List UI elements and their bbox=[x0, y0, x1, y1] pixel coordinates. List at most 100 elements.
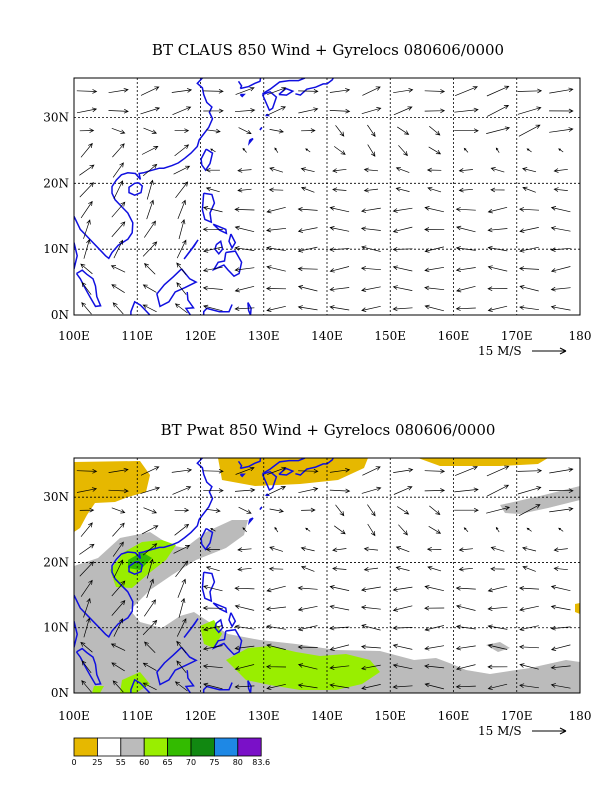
wind-vector bbox=[335, 504, 345, 517]
wind-vector bbox=[490, 566, 505, 572]
wind-vector bbox=[490, 167, 505, 173]
wind-vector bbox=[332, 566, 347, 571]
wind-vector bbox=[210, 148, 216, 153]
wind-vector bbox=[487, 265, 508, 272]
wind-vector bbox=[329, 305, 350, 311]
wind-vector bbox=[329, 247, 350, 252]
wind-vector bbox=[456, 285, 476, 293]
wind-vector bbox=[397, 126, 410, 135]
wind-vector bbox=[174, 144, 190, 157]
wind-vector bbox=[237, 187, 252, 193]
wind-vector bbox=[550, 305, 571, 311]
wind-vector bbox=[487, 585, 508, 593]
wind-vector bbox=[519, 285, 539, 292]
wind-vector bbox=[80, 641, 93, 653]
wind-vector bbox=[305, 527, 311, 532]
wind-vector bbox=[397, 506, 410, 515]
wind-vector bbox=[177, 578, 186, 598]
wind-vector bbox=[519, 644, 540, 650]
wind-vector bbox=[142, 619, 158, 636]
wind-vector bbox=[550, 683, 571, 689]
wind-vector bbox=[266, 265, 286, 272]
wind-vectors-2 bbox=[76, 465, 574, 693]
wind-vector bbox=[266, 585, 286, 593]
wind-vector bbox=[140, 486, 161, 494]
wind-vector bbox=[486, 465, 510, 477]
wind-vector bbox=[298, 88, 319, 94]
x-tick-label: 150E bbox=[374, 709, 406, 723]
wind-vector bbox=[234, 108, 256, 113]
wind-vector bbox=[143, 507, 158, 514]
wind-vector bbox=[297, 625, 318, 632]
wind-vector bbox=[454, 107, 479, 113]
wind-vector bbox=[176, 262, 187, 276]
wind-vector bbox=[424, 682, 444, 690]
wind-vector bbox=[456, 664, 476, 671]
x-tick-label: 130E bbox=[248, 329, 280, 343]
wind-vector bbox=[297, 663, 318, 670]
wind-vector bbox=[140, 106, 161, 115]
wind-vector bbox=[176, 618, 187, 637]
wind-vector bbox=[140, 86, 160, 96]
colorbar-swatch bbox=[97, 737, 122, 757]
coastline-segment bbox=[130, 300, 151, 315]
wind-vector bbox=[558, 148, 564, 153]
wind-vector bbox=[458, 168, 473, 173]
wind-vector bbox=[424, 625, 444, 632]
wind-vector bbox=[424, 605, 445, 611]
y-tick-label: 0N bbox=[51, 686, 69, 700]
wind-vector bbox=[297, 285, 318, 292]
wind-vector bbox=[266, 643, 286, 650]
x-tick-label: 180 bbox=[569, 709, 592, 723]
wind-vector bbox=[269, 128, 284, 134]
x-tick-label: 140E bbox=[311, 709, 343, 723]
wind-vector bbox=[424, 206, 444, 213]
reference-vector-label-1: 15 M/S bbox=[478, 344, 522, 358]
wind-vector bbox=[427, 565, 442, 572]
coastline-segment bbox=[228, 233, 237, 250]
wind-vector bbox=[549, 467, 574, 474]
colorbar-swatch bbox=[73, 737, 98, 757]
wind-vector bbox=[143, 127, 158, 134]
wind-vector bbox=[392, 306, 413, 312]
coastline-segment bbox=[211, 628, 243, 656]
wind-vector bbox=[426, 167, 442, 173]
wind-vector bbox=[234, 267, 255, 272]
wind-vector bbox=[360, 266, 381, 271]
wind-vector bbox=[174, 507, 190, 513]
x-tick-label: 110E bbox=[121, 709, 153, 723]
coastline-segment bbox=[202, 304, 233, 315]
wind-vector bbox=[205, 167, 220, 173]
x-tick-label: 120E bbox=[185, 329, 217, 343]
wind-vector bbox=[234, 645, 255, 651]
wind-vector bbox=[362, 86, 381, 96]
wind-vector bbox=[108, 488, 129, 494]
wind-vector bbox=[81, 302, 92, 315]
wind-vector bbox=[80, 142, 93, 158]
wind-vector bbox=[486, 85, 510, 97]
coastline-segment bbox=[240, 78, 262, 90]
wind-vector bbox=[550, 584, 571, 592]
wind-vector bbox=[142, 682, 157, 691]
wind-vector bbox=[111, 507, 126, 514]
wind-vector bbox=[424, 304, 444, 312]
wind-vector bbox=[424, 246, 444, 253]
wind-vector bbox=[301, 128, 316, 133]
y-tick-label: 0N bbox=[51, 308, 69, 322]
wind-vector bbox=[361, 286, 381, 293]
wind-vector bbox=[549, 127, 574, 133]
wind-vector bbox=[298, 468, 319, 474]
wind-vector bbox=[174, 681, 188, 692]
x-tick-label: 170E bbox=[501, 329, 533, 343]
wind-vector bbox=[203, 206, 223, 213]
wind-vector bbox=[517, 88, 543, 94]
wind-vector bbox=[361, 684, 381, 691]
coastline-segment bbox=[74, 458, 214, 639]
shade-green-ew bbox=[226, 646, 380, 690]
wind-vector bbox=[329, 488, 351, 494]
coastline-segment bbox=[183, 618, 199, 638]
wind-vector bbox=[142, 163, 158, 177]
reference-arrowhead-2 bbox=[559, 727, 567, 735]
wind-vector bbox=[297, 246, 318, 253]
